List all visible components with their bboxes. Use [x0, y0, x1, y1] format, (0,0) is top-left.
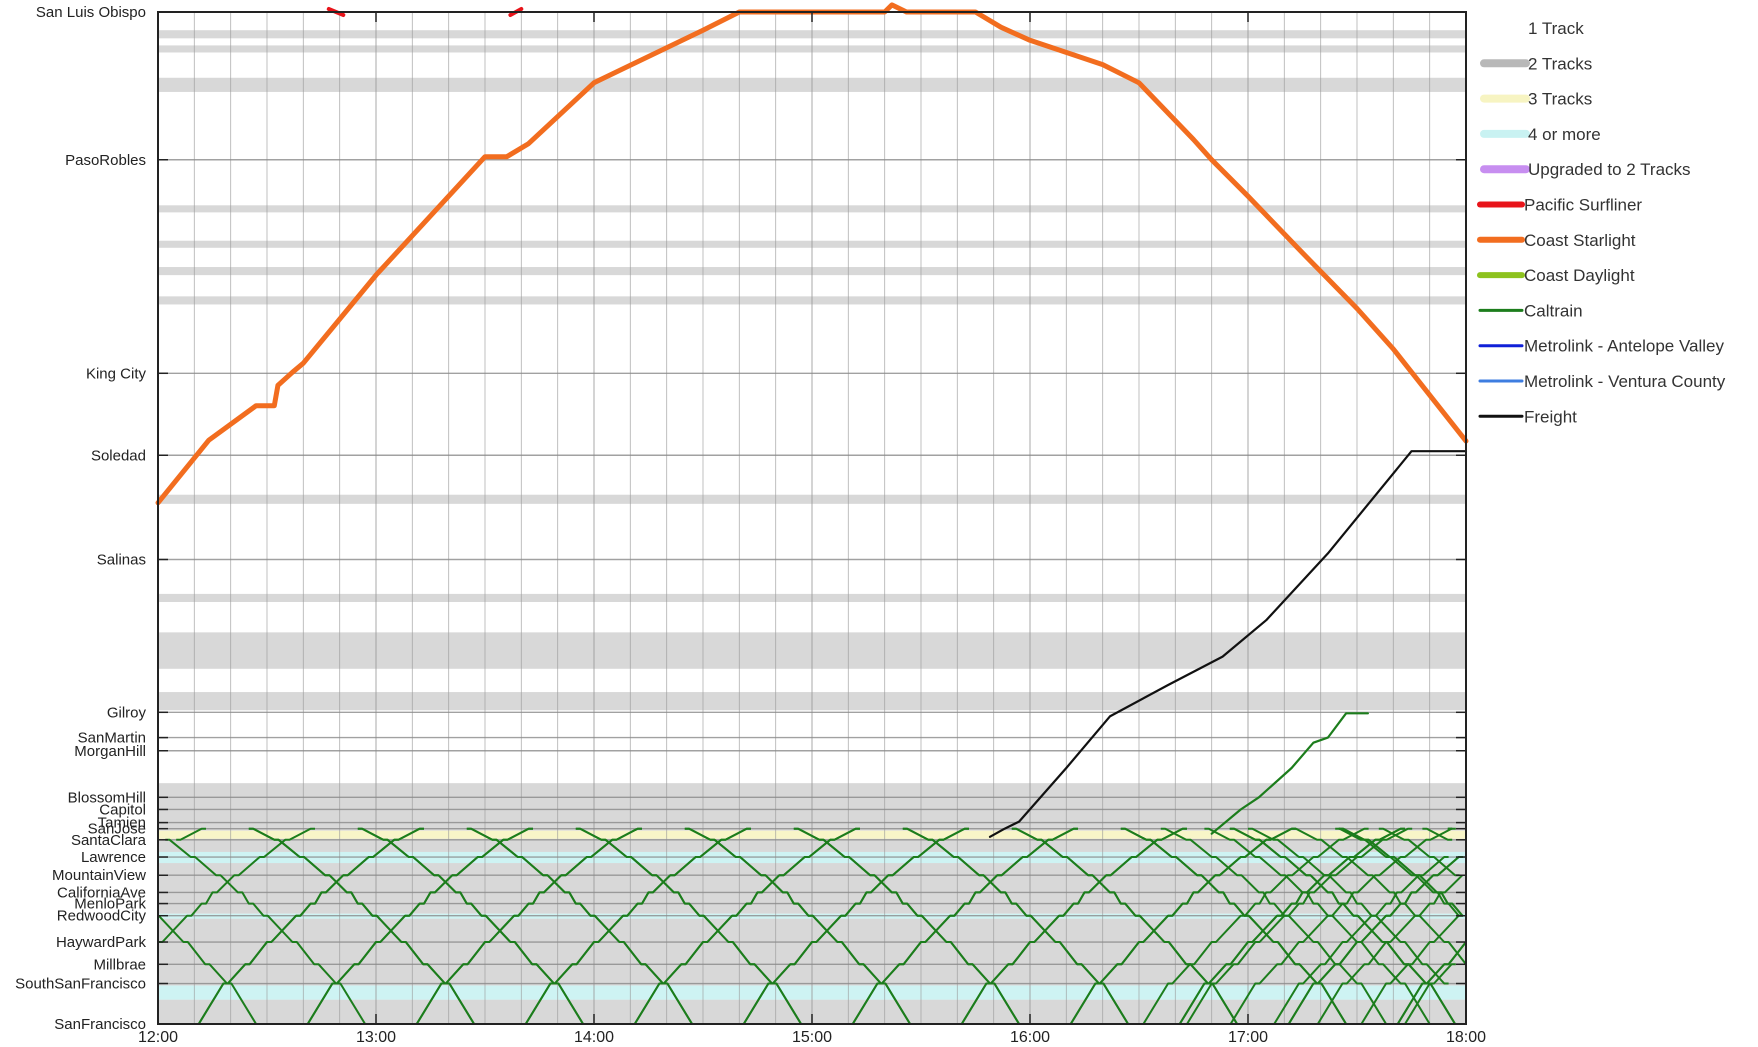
caltrain-trip: [303, 827, 533, 1025]
caltrain-series: [157, 827, 1467, 1025]
station-label: Salinas: [97, 551, 146, 568]
caltrain-gilroy-line: [1210, 712, 1369, 835]
station-label: SanMartin: [78, 730, 146, 747]
legend-label: Coast Daylight: [1524, 266, 1635, 285]
x-tick-label: 17:00: [1228, 1029, 1268, 1046]
caltrain-trip: [1269, 856, 1449, 1025]
legend-label: Upgraded to 2 Tracks: [1528, 160, 1691, 179]
x-tick-label: 13:00: [356, 1029, 396, 1046]
caltrain-trip: [684, 827, 915, 1025]
caltrain-trip: [521, 827, 751, 1025]
freight-line: [988, 450, 1468, 838]
legend-label: 2 Tracks: [1528, 54, 1592, 73]
caltrain-trip: [1229, 827, 1460, 1025]
caltrain-trip: [1011, 827, 1242, 1025]
caltrain-trip: [1378, 827, 1460, 877]
caltrain-trip: [630, 827, 860, 1025]
caltrain-trip: [248, 827, 479, 1025]
caltrain-trip: [1139, 827, 1369, 1025]
caltrain-trip: [176, 827, 206, 841]
x-tick-label: 16:00: [1010, 1029, 1050, 1046]
caltrain-trip: [902, 827, 1133, 1025]
station-label: RedwoodCity: [57, 908, 147, 925]
caltrain-trip: [194, 827, 424, 1025]
caltrain-trip: [1175, 827, 1405, 1025]
caltrain-trip: [1120, 827, 1351, 1025]
legend-label: Pacific Surfliner: [1524, 196, 1642, 215]
station-label: Millbrae: [93, 956, 146, 973]
station-label: PasoRobles: [65, 152, 146, 169]
station-label: SouthSanFrancisco: [15, 976, 146, 993]
caltrain-trip: [1335, 827, 1464, 917]
legend-label: Metrolink - Ventura County: [1524, 372, 1726, 391]
station-label: SanFrancisco: [54, 1016, 146, 1033]
x-tick-label: 14:00: [574, 1029, 614, 1046]
station-label: CaliforniaAve: [57, 884, 146, 901]
station-label: Gilroy: [107, 704, 147, 721]
legend: 1 Track 2 Tracks 3 Tracks 4 or more Upgraded…: [1477, 19, 1726, 426]
caltrain-trip: [158, 827, 315, 943]
station-label: Tamien: [98, 815, 146, 832]
caltrain-trip: [1284, 856, 1464, 1025]
caltrain-trip: [1182, 827, 1413, 1025]
caltrain-trip: [466, 827, 697, 1025]
caltrain-trip: [1422, 827, 1453, 841]
caltrain-trip: [739, 827, 969, 1025]
caltrain-trip: [957, 827, 1187, 1025]
station-label: MountainView: [52, 867, 146, 884]
caltrain-trip: [412, 827, 642, 1025]
caltrain-trip: [848, 827, 1078, 1025]
x-tick-label: 18:00: [1446, 1029, 1486, 1046]
caltrain-trip: [1357, 914, 1464, 1025]
caltrain-trip: [1226, 827, 1456, 1025]
legend-label: Metrolink - Antelope Valley: [1524, 337, 1725, 356]
station-label: Soledad: [91, 447, 146, 464]
station-label: Lawrence: [81, 849, 146, 866]
station-label: MorganHill: [74, 743, 146, 760]
caltrain-trip: [1248, 827, 1449, 985]
station-label: SantaClara: [71, 832, 147, 849]
caltrain-trip: [157, 915, 261, 1025]
legend-label: 3 Tracks: [1528, 90, 1592, 109]
caltrain-trip: [1204, 827, 1434, 1025]
caltrain-trip: [575, 827, 806, 1025]
caltrain-trip: [1066, 827, 1296, 1025]
station-label: HaywardPark: [56, 934, 147, 951]
x-tick-label: 15:00: [792, 1029, 832, 1046]
station-label: MenloPark: [74, 896, 146, 913]
caltrain-trip: [357, 827, 588, 1025]
caltrain-trip: [1291, 827, 1467, 965]
legend-label: Caltrain: [1524, 301, 1583, 320]
x-tick-label: 12:00: [138, 1029, 178, 1046]
caltrain-trip: [1313, 874, 1464, 1025]
legend-label: 1 Track: [1528, 19, 1584, 38]
legend-label: 4 or more: [1528, 125, 1601, 144]
station-axis: San Luis Obispo PasoRobles King City Soleda…: [15, 4, 1466, 1033]
legend-label: Coast Starlight: [1524, 231, 1636, 250]
grid-lines: [158, 11, 1466, 1025]
station-label: San Luis Obispo: [36, 4, 146, 21]
station-label: King City: [86, 365, 147, 382]
station-label: Capitol: [99, 801, 146, 818]
caltrain-trip: [793, 827, 1024, 1025]
caltrain-trip: [1160, 827, 1391, 1025]
legend-label: Freight: [1524, 407, 1577, 426]
caltrain-trip: [165, 838, 370, 1025]
station-label: SanJose: [88, 821, 146, 838]
station-label: BlossomHill: [68, 789, 146, 806]
time-axis: 12:00 13:00 14:00 15:00 16:00 17:00 18:00: [138, 12, 1486, 1046]
